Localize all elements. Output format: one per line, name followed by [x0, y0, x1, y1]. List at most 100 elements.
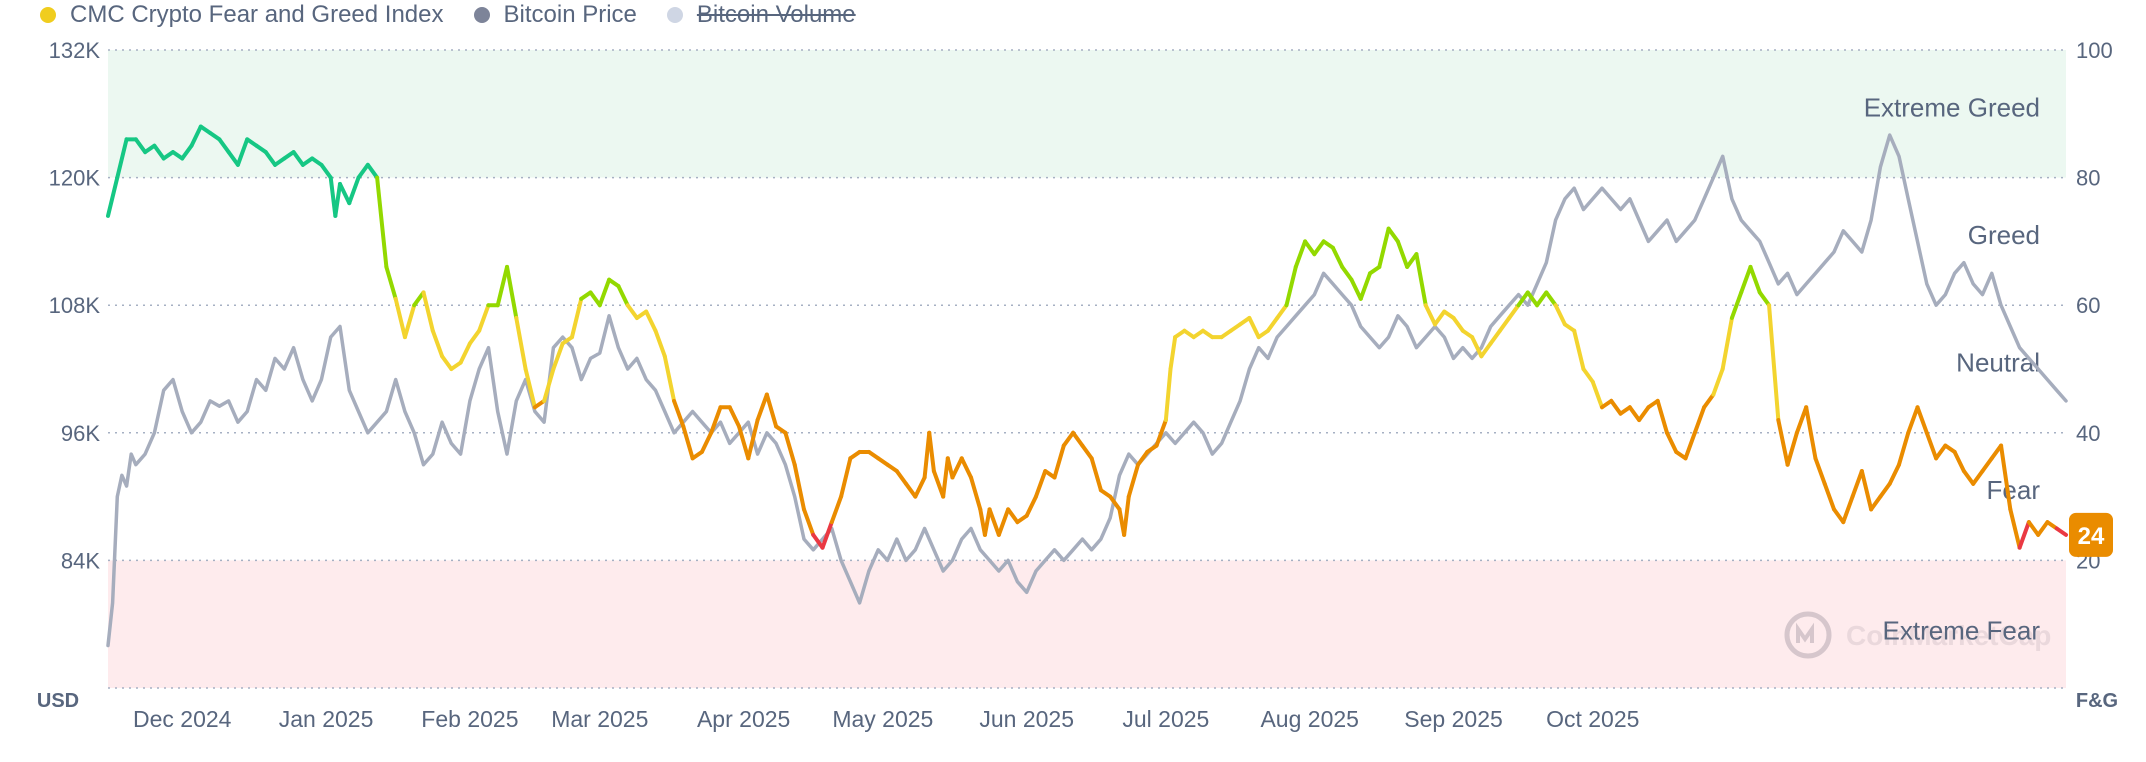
- fear-greed-segment: [1934, 443, 1948, 461]
- fear-greed-segment: [1627, 405, 1642, 423]
- x-axis-tick: Jan 2025: [279, 706, 374, 732]
- fear-greed-segment: [467, 328, 482, 346]
- fear-greed-segment: [1516, 290, 1530, 308]
- fear-greed-segment: [1525, 290, 1540, 308]
- fear-greed-segment: [1664, 430, 1679, 454]
- fear-greed-segment: [894, 469, 909, 486]
- bitcoin-price-dot-icon: [473, 7, 490, 23]
- fear-greed-segment: [982, 507, 992, 537]
- right-axis-tick: 100: [2076, 38, 2113, 63]
- fear-greed-segment: [1507, 303, 1521, 320]
- fear-greed-segment: [1999, 443, 2013, 512]
- fear-greed-segment: [1869, 494, 1883, 512]
- fear-greed-segment: [1089, 456, 1103, 493]
- fear-greed-segment: [189, 124, 203, 148]
- fear-greed-segment: [2036, 520, 2050, 537]
- fear-greed-segment: [1655, 398, 1669, 435]
- fear-greed-segment: [458, 341, 472, 365]
- fear-greed-segment: [737, 424, 751, 461]
- fear-greed-segment: [1841, 494, 1855, 525]
- x-axis-tick: Jul 2025: [1122, 706, 1209, 732]
- fear-greed-segment: [1293, 239, 1308, 269]
- zone-band-extreme-fear: [108, 560, 2066, 688]
- fear-greed-segment: [1850, 469, 1864, 499]
- fear-greed-segment: [1878, 481, 1892, 499]
- fear-greed-segment: [1813, 456, 1827, 486]
- fear-greed-segment: [1284, 264, 1298, 308]
- fear-greed-segment: [263, 150, 278, 167]
- fear-greed-segment: [1168, 335, 1178, 371]
- fear-greed-segment: [644, 309, 658, 333]
- x-axis-tick: Aug 2025: [1260, 706, 1358, 732]
- bitcoin-price-line: [106, 133, 2068, 648]
- fear-greed-segment: [1720, 315, 1734, 371]
- fear-greed-segment: [505, 264, 519, 320]
- fear-greed-segment: [1061, 430, 1076, 448]
- fear-greed-segment: [1136, 449, 1150, 467]
- fear-greed-segment: [1414, 252, 1428, 308]
- legend-item-bitcoin-volume[interactable]: Bitcoin Volume: [666, 1, 856, 29]
- legend-item-bitcoin-price[interactable]: Bitcoin Price: [473, 1, 637, 29]
- fear-greed-segment: [1906, 405, 1920, 435]
- fear-greed-segment: [1154, 418, 1168, 448]
- left-axis-tick: 84K: [61, 548, 100, 573]
- fear-greed-segment: [625, 303, 639, 320]
- fear-greed-segment: [1349, 277, 1363, 301]
- zone-label-extreme-greed: Extreme Greed: [1864, 92, 2040, 122]
- fear-greed-segment: [764, 392, 779, 429]
- left-axis-tick: 108K: [49, 293, 101, 318]
- fear-greed-segment: [1702, 392, 1716, 410]
- fear-greed-segment: [1785, 430, 1799, 467]
- legend-item-fear-greed[interactable]: CMC Crypto Fear and Greed Index: [40, 1, 444, 29]
- left-axis-tick: 120K: [49, 166, 101, 191]
- legend-label-bitcoin-volume: Bitcoin Volume: [696, 1, 856, 28]
- fear-greed-segment: [1275, 303, 1289, 320]
- x-axis-tick: Sep 2025: [1404, 706, 1502, 732]
- fear-greed-segment: [1247, 315, 1261, 340]
- x-axis-tick: Dec 2024: [133, 706, 232, 732]
- fear-greed-segment: [217, 137, 231, 155]
- fear-greed-segment: [1553, 303, 1567, 327]
- zone-label-greed: Greed: [1968, 220, 2040, 250]
- fear-greed-segment: [2026, 520, 2041, 537]
- coinmarketcap-watermark: CoinMarketCap: [1784, 611, 2051, 659]
- fear-greed-segment: [115, 137, 129, 180]
- x-axis-tick: Mar 2025: [551, 706, 648, 732]
- fear-greed-segment: [1832, 507, 1846, 525]
- fear-greed-segment: [941, 456, 950, 499]
- fear-greed-segment: [2054, 526, 2068, 537]
- x-axis-tick: May 2025: [832, 706, 933, 732]
- fear-greed-segment: [987, 507, 1001, 537]
- fear-greed-segment: [959, 456, 974, 480]
- right-axis-unit: F&G: [2076, 690, 2118, 712]
- fear-greed-segment: [1163, 367, 1173, 423]
- x-axis-tick: Oct 2025: [1546, 706, 1639, 732]
- fear-greed-segment: [1896, 430, 1911, 467]
- fear-greed-segment: [1265, 315, 1280, 333]
- fear-greed-segment: [393, 296, 407, 340]
- fear-greed-segment: [1330, 245, 1345, 269]
- fear-greed-segment: [337, 181, 352, 206]
- fear-greed-segment: [945, 456, 955, 480]
- fear-greed-segment: [440, 354, 454, 371]
- fear-greed-segment: [365, 162, 380, 180]
- fear-greed-segment: [1386, 226, 1400, 244]
- fear-greed-segment: [1804, 405, 1818, 461]
- fear-greed-segment: [1423, 303, 1437, 327]
- x-axis-tick: Apr 2025: [697, 706, 790, 732]
- fear-greed-segment: [1033, 469, 1048, 499]
- fear-greed-segment: [1590, 379, 1605, 410]
- fear-greed-segment: [1822, 481, 1837, 512]
- fear-greed-segment: [616, 284, 630, 308]
- fear-greed-segment: [226, 150, 240, 167]
- fear-greed-segment: [1980, 456, 1994, 474]
- fear-greed-segment: [1961, 469, 1976, 486]
- fear-greed-segment: [1108, 494, 1122, 512]
- fear-greed-segment: [1544, 290, 1558, 308]
- fear-greed-segment: [1451, 315, 1465, 333]
- fear-greed-segment: [235, 137, 250, 167]
- fear-greed-segment: [672, 398, 686, 429]
- current-value-badge: 24: [2069, 512, 2113, 557]
- fear-greed-segment: [412, 290, 426, 308]
